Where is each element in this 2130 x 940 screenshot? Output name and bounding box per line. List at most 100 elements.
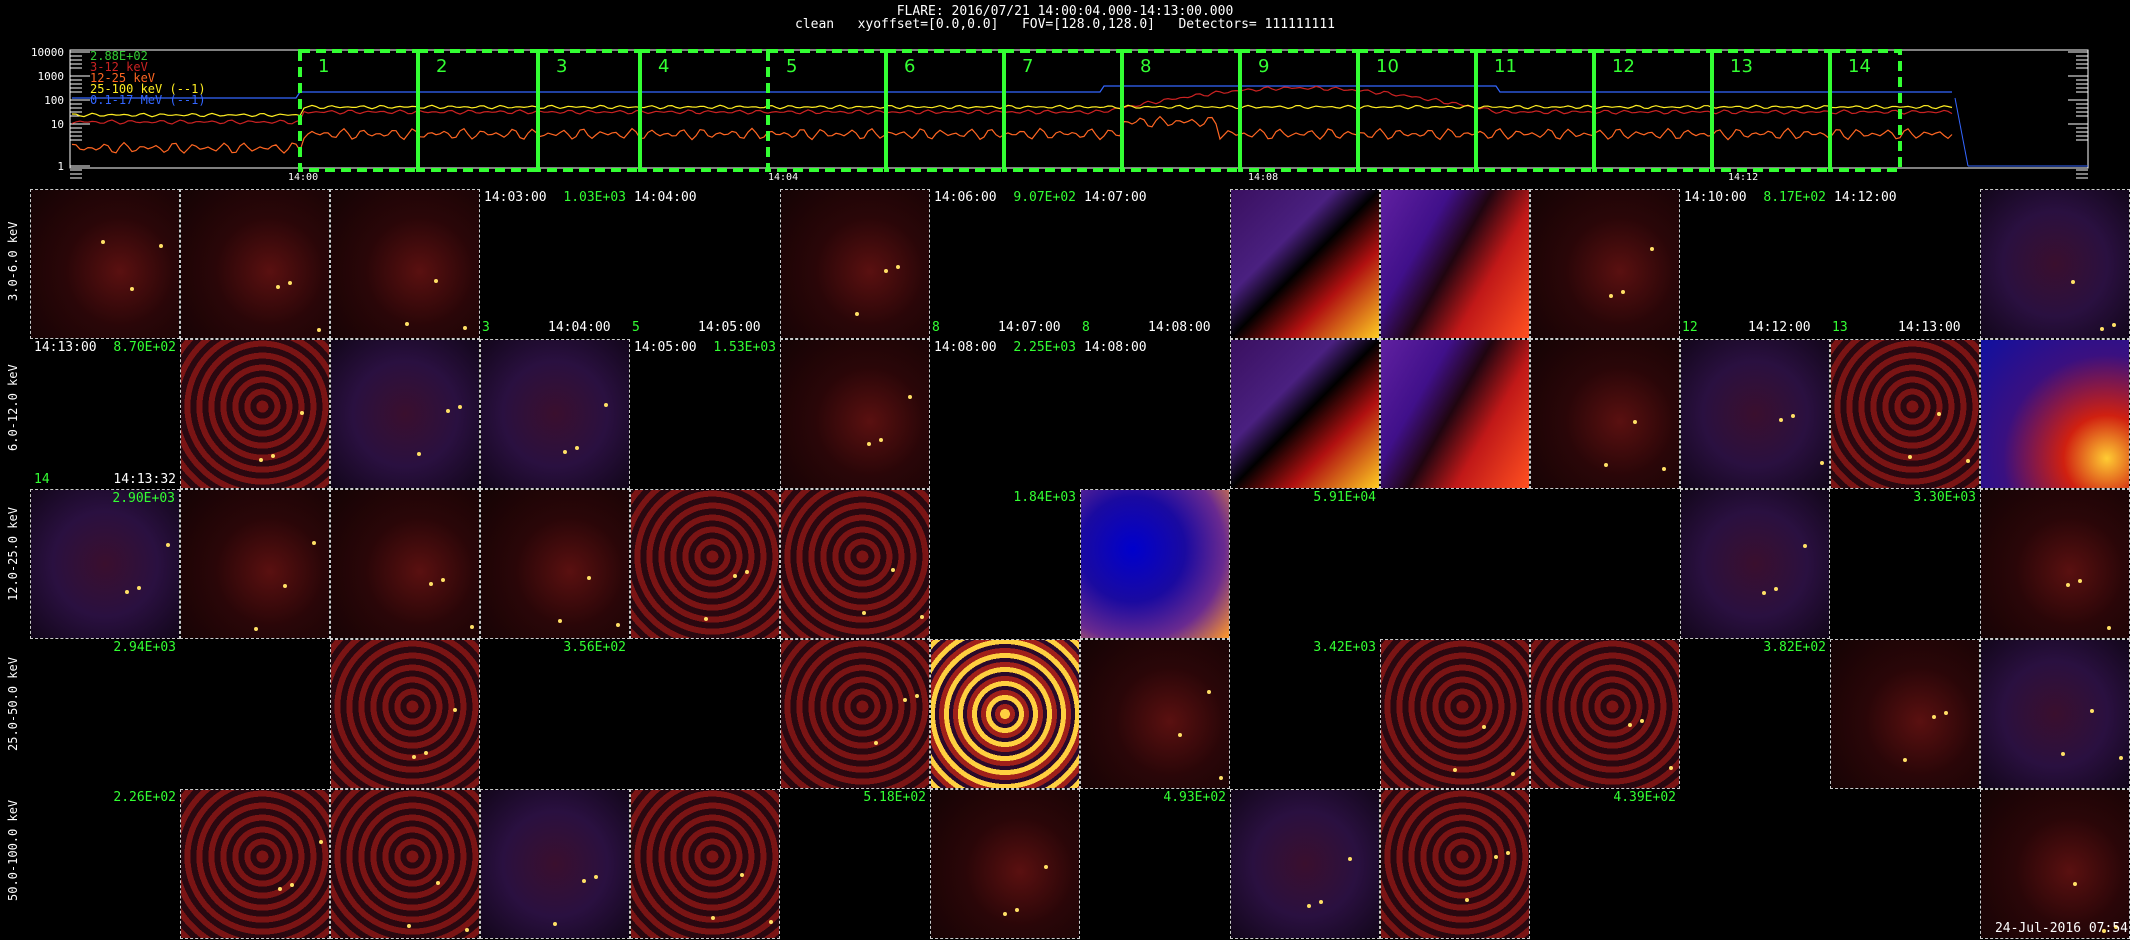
curve-high-energy xyxy=(72,85,1952,99)
source-dot xyxy=(1307,904,1311,908)
interval-label: 13 xyxy=(1730,56,1753,77)
image-cell xyxy=(1380,339,1530,489)
interval-box xyxy=(766,49,888,172)
source-dot xyxy=(470,625,474,629)
legend-entry: 0.1-17 MeV (--1) xyxy=(90,93,206,107)
timestamp: 24-Jul-2016 07:54 xyxy=(1994,921,2128,936)
image-dot xyxy=(481,490,629,638)
peak-value-label: 1.03E+03 xyxy=(563,190,626,205)
image-cell xyxy=(1830,639,1980,789)
image-purple xyxy=(1981,190,2129,338)
peak-value-label: 5.91E+04 xyxy=(1313,490,1376,505)
curve-12-25 xyxy=(71,115,1953,154)
peak-value-label: 3.56E+02 xyxy=(563,640,626,655)
source-dot xyxy=(1044,865,1048,869)
plot-subtitle: clean xyoffset=[0.0,0.0] FOV=[128.0,128.… xyxy=(794,17,1336,32)
time-label: 14:05:00 xyxy=(698,320,761,335)
interval-box xyxy=(638,49,770,172)
source-dot xyxy=(582,879,586,883)
source-dot xyxy=(137,586,141,590)
time-label: 14:07:00 xyxy=(998,320,1061,335)
source-dot xyxy=(1003,912,1007,916)
curve-drop xyxy=(1954,97,1969,167)
image-cell xyxy=(780,639,930,789)
image-cell xyxy=(1080,489,1230,639)
image-purple xyxy=(1681,490,1829,638)
interval-label: 5 xyxy=(786,56,797,77)
image-ripple xyxy=(1531,640,1679,788)
image-cell xyxy=(1980,339,2130,489)
lightcurve-plot: 10000 1000 100 10 1 14:00 14:04 14:08 14:12 2.88E… xyxy=(31,46,2089,180)
source-dot xyxy=(446,409,450,413)
source-dot xyxy=(1506,851,1510,855)
image-flareA xyxy=(1231,340,1379,488)
peak-value-label: 3.82E+02 xyxy=(1763,640,1826,655)
source-dot xyxy=(891,568,895,572)
y-tick-label: 100 xyxy=(44,94,64,107)
image-cell: 3.30E+03 xyxy=(1830,489,1980,639)
interval-label: 4 xyxy=(658,56,669,77)
image-ripple xyxy=(631,790,779,938)
image-cell: 5.91E+04 xyxy=(1230,489,1380,639)
image-cell xyxy=(180,789,330,939)
source-dot xyxy=(463,326,467,330)
image-yellowgrid xyxy=(931,640,1079,788)
image-ripple xyxy=(631,490,779,638)
peak-value-label: 9.07E+02 xyxy=(1013,190,1076,205)
time-label: 14:07:00 xyxy=(1084,190,1147,205)
source-dot xyxy=(1791,414,1795,418)
image-cell xyxy=(1230,789,1380,939)
interval-number: 8 xyxy=(932,320,940,335)
y-tick-label: 1 xyxy=(57,160,64,173)
interval-label: 6 xyxy=(904,56,915,77)
image-cell xyxy=(780,189,930,339)
peak-value-label: 2.26E+02 xyxy=(113,790,176,805)
interval-label: 1 xyxy=(318,56,329,77)
image-cell: 14:08:00 xyxy=(1080,339,1230,489)
source-dot xyxy=(920,615,924,619)
image-flareA xyxy=(1231,190,1379,338)
image-cell xyxy=(1530,189,1680,339)
source-dot xyxy=(1511,772,1515,776)
source-dot xyxy=(1219,776,1223,780)
source-dot xyxy=(1178,733,1182,737)
source-dot xyxy=(1621,290,1625,294)
image-purple xyxy=(481,790,629,938)
source-dot xyxy=(2071,280,2075,284)
image-cell xyxy=(1530,339,1680,489)
source-dot xyxy=(412,755,416,759)
interval-number: 3 xyxy=(482,320,490,335)
source-dot xyxy=(283,584,287,588)
source-dot xyxy=(453,708,457,712)
source-dot xyxy=(1903,758,1907,762)
source-dot xyxy=(1640,719,1644,723)
source-dot xyxy=(159,244,163,248)
source-dot xyxy=(1453,768,1457,772)
image-ripple xyxy=(1831,340,1979,488)
image-ripple xyxy=(781,640,929,788)
interval-label: 14 xyxy=(1848,56,1871,77)
source-dot xyxy=(1908,455,1912,459)
peak-value-label: 2.25E+03 xyxy=(1013,340,1076,355)
interval-number: 14 xyxy=(34,472,50,487)
interval-box xyxy=(1592,49,1714,172)
source-dot xyxy=(1966,459,1970,463)
source-dot xyxy=(740,873,744,877)
image-hot xyxy=(1981,340,2129,488)
source-dot xyxy=(604,403,608,407)
peak-value-label: 2.90E+03 xyxy=(112,491,175,506)
source-dot xyxy=(2102,929,2106,933)
source-dot xyxy=(563,450,567,454)
source-dot xyxy=(405,322,409,326)
image-cell: 3.82E+02 xyxy=(1680,639,1830,789)
source-dot xyxy=(575,446,579,450)
time-label: 14:04:00 xyxy=(548,320,611,335)
image-cell xyxy=(330,639,480,789)
image-cell xyxy=(1080,639,1230,789)
time-label: 14:13:00 xyxy=(1898,320,1961,335)
source-dot xyxy=(1348,857,1352,861)
image-cell xyxy=(630,489,780,639)
source-dot xyxy=(1650,247,1654,251)
interval-number: 12 xyxy=(1682,320,1698,335)
source-dot xyxy=(271,454,275,458)
